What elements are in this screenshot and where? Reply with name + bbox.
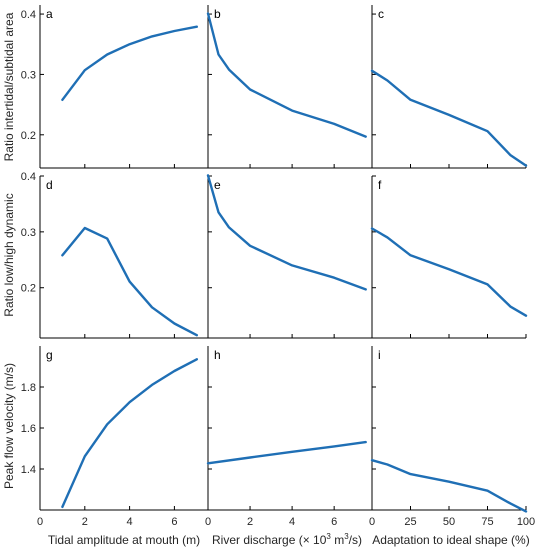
panel-d-series-line bbox=[61, 226, 199, 337]
panel-c-series-line bbox=[370, 69, 528, 167]
panel-g-x-tick-label: 4 bbox=[127, 516, 133, 528]
panel-g-y-tick-label: 1.8 bbox=[21, 382, 36, 394]
panel-c-letter: c bbox=[378, 7, 384, 21]
panel-h: 0 2 4 6 h bbox=[205, 346, 372, 528]
panel-b-letter: b bbox=[214, 7, 221, 21]
panel-c: c bbox=[370, 5, 528, 169]
panel-g: 0 2 4 6 1.4 1.6 1.8 g bbox=[21, 346, 208, 528]
panel-f-letter: f bbox=[378, 178, 382, 192]
x-axis-title-col2: River discharge (× 103 m3/s) bbox=[212, 532, 362, 547]
panel-d-y-tick-label: 0.2 bbox=[21, 283, 36, 295]
panel-e-letter: e bbox=[214, 178, 221, 192]
panel-i-x-tick-label: 75 bbox=[481, 516, 493, 528]
panel-a-y-tick-label: 0.2 bbox=[21, 130, 36, 142]
panel-h-x-tick-label: 4 bbox=[289, 516, 295, 528]
panel-g-x-tick-label: 6 bbox=[171, 516, 177, 528]
panel-d-y-tick-label: 0.4 bbox=[21, 171, 36, 183]
panel-h-series-line bbox=[206, 440, 367, 465]
panel-d-y-tick-label: 0.3 bbox=[21, 227, 36, 239]
y-axis-title-row3: Peak flow velocity (m/s) bbox=[2, 363, 16, 489]
x-axis-title-col1: Tidal amplitude at mouth (m) bbox=[48, 533, 200, 547]
panel-i-x-tick-label: 50 bbox=[443, 516, 455, 528]
panel-h-letter: h bbox=[214, 348, 221, 362]
panel-a-series-line bbox=[61, 25, 199, 102]
panel-g-letter: g bbox=[46, 348, 53, 362]
panel-e: e bbox=[206, 174, 372, 339]
panel-g-x-tick-label: 0 bbox=[37, 516, 43, 528]
panel-i: 0 25 50 75 100 i bbox=[369, 346, 535, 528]
panel-i-letter: i bbox=[378, 348, 381, 362]
panel-i-x-tick-label: 25 bbox=[404, 516, 416, 528]
panel-h-x-tick-label: 6 bbox=[331, 516, 337, 528]
panel-a-letter: a bbox=[46, 7, 53, 21]
panel-g-y-tick-label: 1.4 bbox=[21, 464, 36, 476]
panel-b-series-line bbox=[206, 12, 367, 138]
panel-d-letter: d bbox=[46, 178, 53, 192]
panel-d: 0.2 0.3 0.4 d bbox=[21, 171, 208, 339]
panel-a: 0.2 0.3 0.4 a bbox=[21, 5, 208, 169]
panel-i-series-line bbox=[370, 459, 528, 513]
panel-i-x-tick-label: 0 bbox=[369, 516, 375, 528]
panel-i-x-tick-label: 100 bbox=[517, 516, 535, 528]
panel-g-y-tick-label: 1.6 bbox=[21, 423, 36, 435]
panels: 0.2 0.3 0.4 a b c 0.2 0.3 0.4 d e f 0 2 4 6 1.4 1.6 1.8 g 0 2… bbox=[21, 5, 535, 528]
panel-e-series-line bbox=[206, 174, 367, 291]
x-axis-title-col3: Adaptation to ideal shape (%) bbox=[372, 533, 529, 547]
y-axis-title-row2: Ratio low/high dynamic bbox=[2, 193, 16, 316]
panel-a-y-tick-label: 0.3 bbox=[21, 69, 36, 81]
panel-h-x-tick-label: 2 bbox=[247, 516, 253, 528]
panel-b: b bbox=[206, 5, 372, 169]
panel-h-x-tick-label: 0 bbox=[205, 516, 211, 528]
y-axis-title-row1: Ratio intertidal/subtidal area bbox=[2, 12, 16, 161]
panel-g-series-line bbox=[61, 358, 199, 509]
panel-a-y-tick-label: 0.4 bbox=[21, 9, 36, 21]
panel-f-series-line bbox=[370, 227, 528, 317]
panel-g-x-tick-label: 2 bbox=[82, 516, 88, 528]
panel-f: f bbox=[370, 175, 528, 339]
